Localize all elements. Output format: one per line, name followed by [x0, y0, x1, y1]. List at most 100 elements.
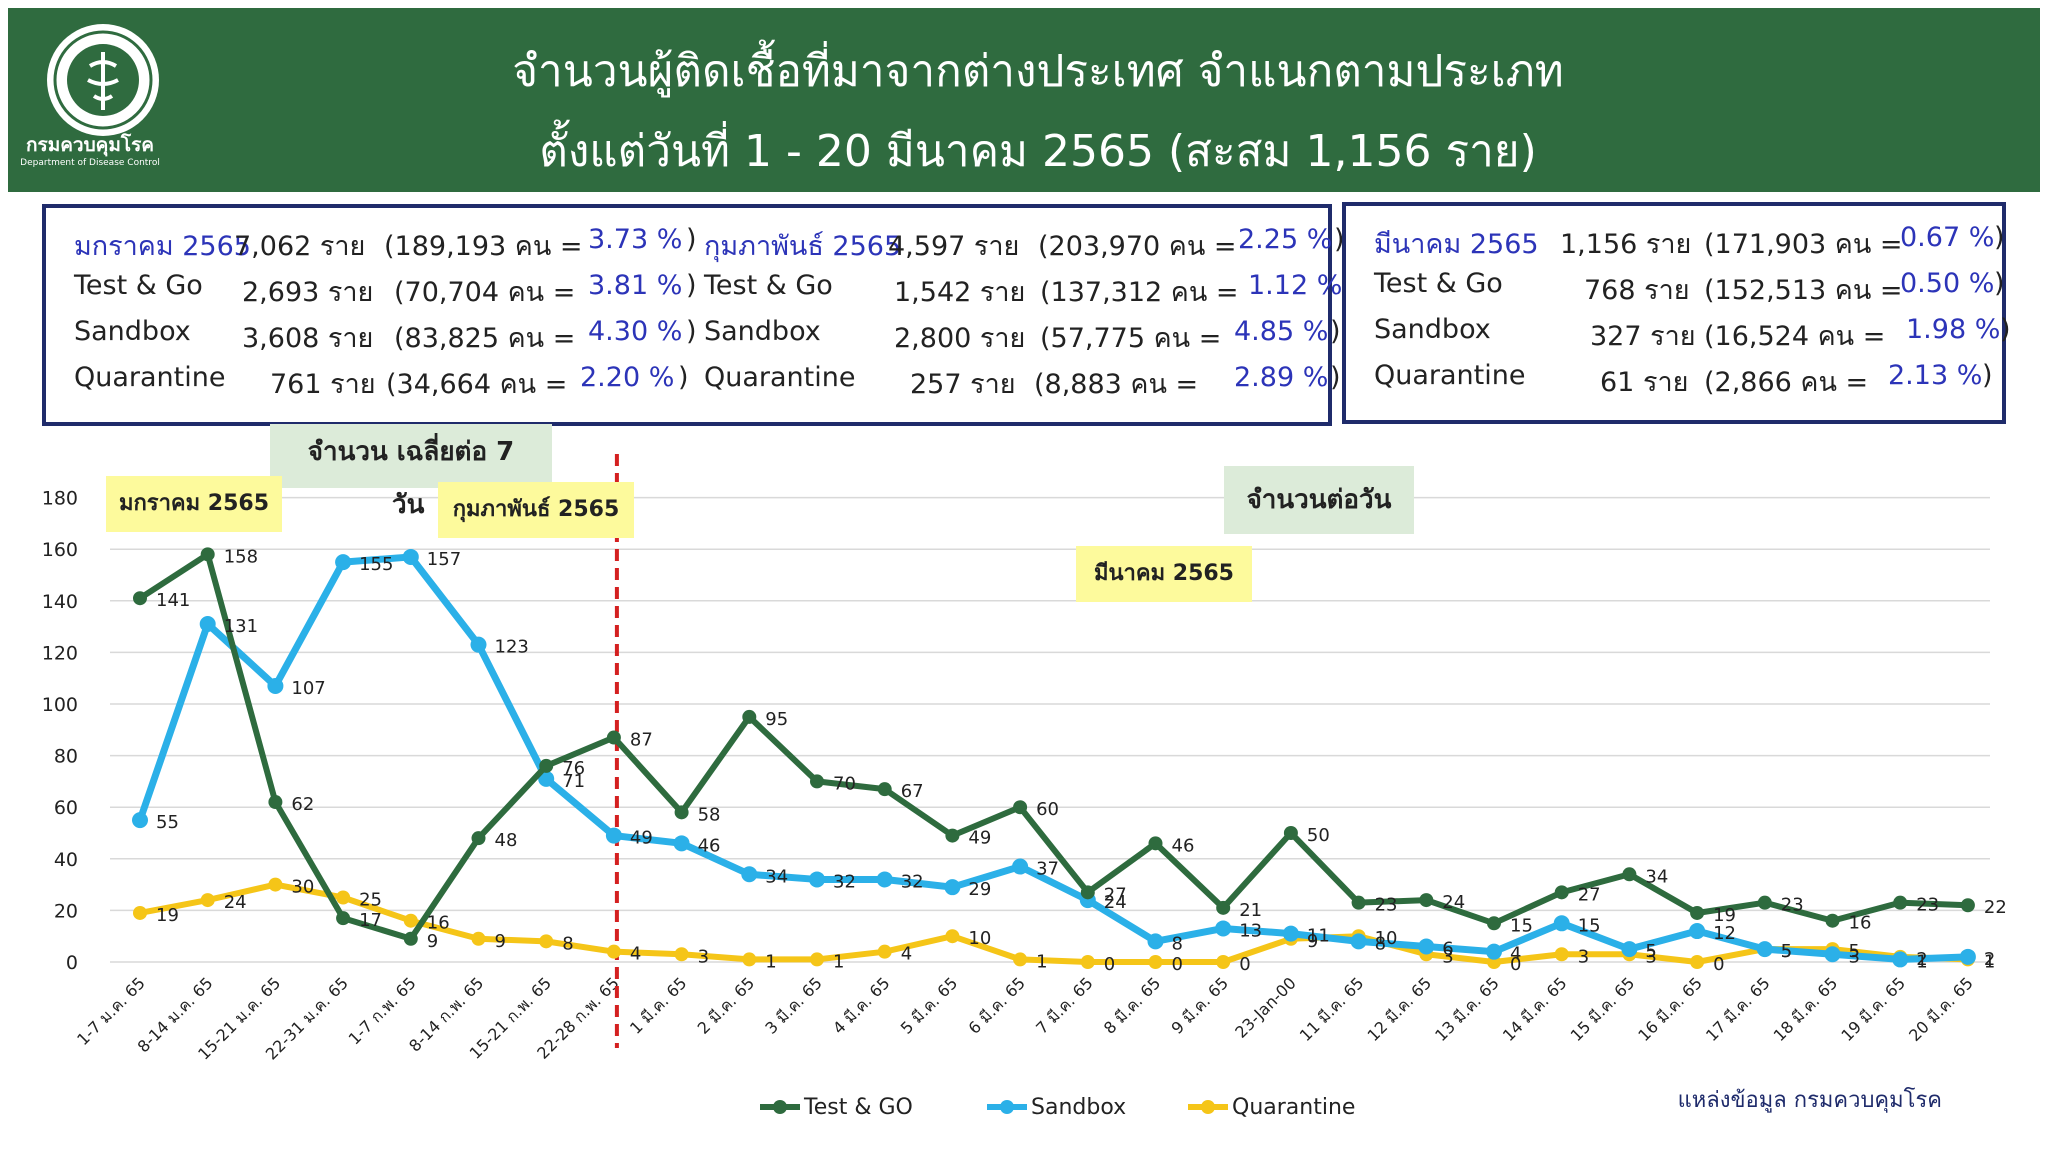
stat-count: 2,800 ราย	[894, 323, 1026, 354]
stat-pct: 0.67 %	[1900, 222, 1995, 253]
data-label: 24	[1442, 892, 1465, 913]
data-label: 5	[1645, 941, 1656, 962]
data-label: 23	[1781, 895, 1804, 916]
stat-label: Quarantine	[1374, 360, 1526, 391]
x-tick-label: 12 มี.ค. 65	[1363, 973, 1435, 1045]
data-label: 13	[1239, 920, 1262, 941]
stat-close: )	[1994, 268, 2005, 299]
data-point	[742, 709, 757, 724]
data-point	[944, 879, 961, 896]
source-note: แหล่งข้อมูล กรมควบคุมโรค	[1677, 1088, 1942, 1113]
legend-label: Test & GO	[803, 1095, 913, 1120]
data-label: 25	[359, 890, 382, 911]
stat-pct: 1.12 %	[1248, 270, 1343, 301]
data-label: 60	[1036, 799, 1059, 820]
data-point	[1418, 938, 1435, 955]
y-tick-label: 20	[54, 900, 78, 922]
data-label: 16	[1849, 913, 1872, 934]
data-label: 5	[1781, 941, 1792, 962]
data-label: 4	[1510, 944, 1521, 965]
stat-detail: (171,903 คน =	[1704, 229, 1903, 260]
jan-tag: มกราคม 2565	[106, 476, 282, 532]
data-point	[606, 944, 621, 959]
stat-row: Test & Go 1,542 ราย (137,312 คน = 1.12 %…	[704, 264, 1355, 310]
data-label: 9	[1307, 931, 1318, 952]
stat-close: )	[686, 224, 697, 255]
mar-tag: มีนาคม 2565	[1076, 546, 1252, 602]
stat-label: Test & Go	[74, 270, 203, 301]
data-label: 70	[833, 773, 856, 794]
x-tick-label: 15 มี.ค. 65	[1567, 973, 1639, 1045]
data-label: 24	[1104, 892, 1127, 913]
x-tick-label: 9 มี.ค. 65	[1168, 973, 1232, 1037]
data-point	[1621, 941, 1638, 958]
stat-detail: (16,524 คน =	[1704, 321, 1886, 352]
stat-label: Sandbox	[1374, 314, 1491, 345]
stat-count: 257 ราย	[910, 369, 1016, 400]
data-point	[877, 944, 892, 959]
data-label: 2	[1984, 949, 1995, 970]
data-point	[1960, 898, 1975, 913]
stat-pct: 2.89 %	[1234, 362, 1329, 393]
data-label: 2	[1916, 949, 1927, 970]
data-point	[1012, 858, 1029, 875]
y-tick-label: 180	[42, 488, 78, 510]
series-layer	[132, 547, 1976, 969]
data-label: 46	[698, 835, 721, 856]
data-label: 1	[1036, 951, 1047, 972]
stat-pct: 3.81 %	[588, 270, 683, 301]
data-point	[471, 931, 486, 946]
data-label: 155	[359, 554, 393, 575]
data-label: 9	[495, 931, 506, 952]
y-tick-label: 120	[42, 642, 78, 664]
stat-detail: (152,513 คน =	[1704, 275, 1903, 306]
stat-label: Test & Go	[1374, 268, 1503, 299]
data-point	[1486, 943, 1502, 960]
data-label: 21	[1239, 900, 1262, 921]
data-label: 5	[1849, 941, 1860, 962]
data-point	[1215, 920, 1232, 937]
ministry-logo-icon	[47, 24, 159, 136]
data-point	[1419, 893, 1434, 908]
data-label: 3	[1645, 946, 1656, 967]
page-title: จำนวนผู้ติดเชื้อที่มาจากต่างประเทศ จำแนก…	[512, 46, 1564, 97]
stat-pct: 3.73 %	[588, 224, 683, 255]
data-label: 34	[1645, 866, 1668, 887]
y-tick-label: 100	[42, 694, 78, 716]
stat-detail: (34,664 คน =	[386, 369, 568, 400]
data-point	[877, 782, 892, 797]
data-point	[132, 812, 148, 829]
legend-label: Sandbox	[1031, 1095, 1126, 1120]
x-tick-label: 11 มี.ค. 65	[1296, 973, 1368, 1045]
stat-count: 61 ราย	[1600, 367, 1689, 398]
stat-count: 761 ราย	[270, 369, 376, 400]
data-label: 131	[224, 616, 258, 637]
stat-row: Sandbox 3,608 ราย (83,825 คน = 4.30 % )	[74, 310, 697, 356]
data-point	[403, 913, 418, 928]
data-point	[809, 871, 825, 888]
data-point	[402, 548, 419, 565]
legend-swatch-marker	[773, 1100, 787, 1114]
series-line-quarantine	[139, 881, 1969, 965]
data-point	[1690, 955, 1705, 969]
data-point	[1825, 913, 1840, 928]
data-point	[336, 911, 351, 926]
data-point	[268, 795, 283, 810]
data-point	[1892, 951, 1909, 968]
stat-row: มกราคม 2565 7,062 ราย (189,193 คน = 3.73…	[74, 218, 697, 264]
y-tick-label: 40	[54, 849, 78, 871]
data-point	[674, 947, 689, 962]
data-label: 4	[901, 944, 912, 965]
stat-close: )	[1994, 222, 2005, 253]
data-label: 5	[1781, 941, 1792, 962]
data-label: 49	[968, 828, 991, 849]
stat-pct: 0.50 %	[1900, 268, 1995, 299]
data-point	[470, 636, 487, 653]
data-point	[1756, 941, 1773, 958]
stat-count: 7,062 ราย	[234, 231, 366, 262]
stat-count: 3,608 ราย	[242, 323, 374, 354]
data-label: 32	[901, 871, 924, 892]
x-tick-label: 7 มี.ค. 65	[1032, 973, 1096, 1037]
